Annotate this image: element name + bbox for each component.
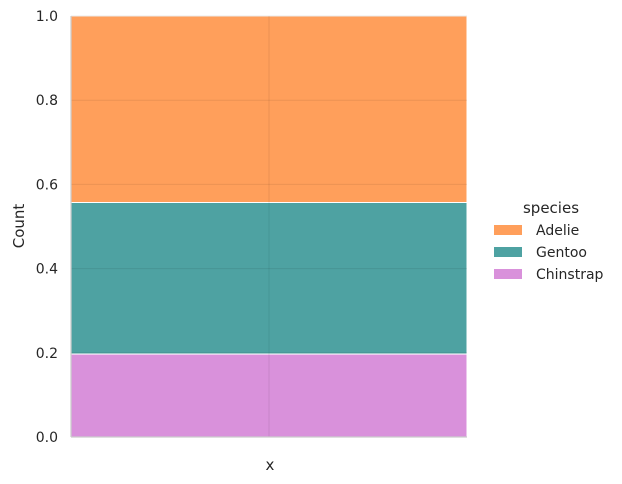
- legend-label-gentoo: Gentoo: [536, 245, 587, 261]
- y-tick-label: 0.2: [36, 346, 58, 362]
- y-tick-label: 0.8: [36, 93, 58, 109]
- y-tick-label: 0.4: [36, 262, 58, 278]
- bar-segment-chinstrap: [70, 353, 468, 438]
- y-axis-label: Count: [10, 204, 28, 249]
- y-axis-ticks: 0.0 0.2 0.4 0.6 0.8 1.0: [36, 9, 58, 446]
- legend-label-chinstrap: Chinstrap: [536, 267, 604, 283]
- bar-segment-gentoo: [70, 202, 468, 355]
- legend-swatch-chinstrap: [494, 269, 522, 279]
- plot-area: [70, 15, 468, 438]
- legend: species Adelie Gentoo Chinstrap: [494, 199, 604, 283]
- x-axis-label: x: [266, 456, 275, 474]
- legend-title: species: [523, 199, 579, 217]
- y-tick-label: 1.0: [36, 9, 58, 25]
- legend-swatch-adelie: [494, 225, 522, 235]
- y-tick-label: 0.0: [36, 430, 58, 446]
- bar-segment-adelie: [70, 15, 468, 204]
- y-tick-label: 0.6: [36, 177, 58, 193]
- legend-swatch-gentoo: [494, 247, 522, 257]
- legend-label-adelie: Adelie: [536, 223, 579, 239]
